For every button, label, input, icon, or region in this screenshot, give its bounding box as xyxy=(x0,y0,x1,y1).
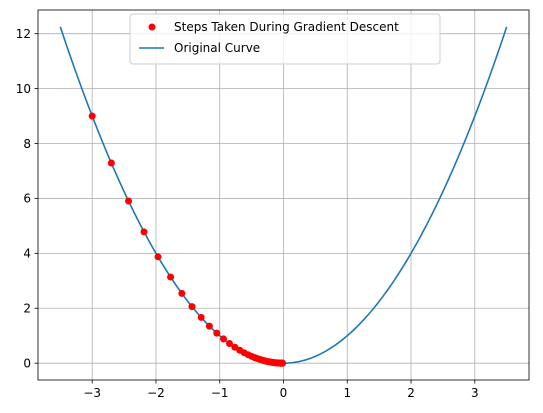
descent-step-point xyxy=(213,329,221,337)
y-tick-label: 0 xyxy=(23,356,31,370)
descent-step-point xyxy=(154,253,162,261)
descent-step-point xyxy=(140,228,148,236)
y-tick-label: 10 xyxy=(16,82,31,96)
legend-box xyxy=(129,13,441,65)
legend-label-line: Original Curve xyxy=(174,41,260,55)
x-axis-ticks: −3 −2 −1 0 1 2 3 xyxy=(83,380,479,400)
y-tick-label: 4 xyxy=(23,247,31,261)
y-tick-label: 12 xyxy=(16,27,31,41)
x-tick-label: −3 xyxy=(83,386,101,400)
legend-marker-scatter xyxy=(148,23,156,31)
x-tick-label: 3 xyxy=(471,386,479,400)
descent-step-point xyxy=(178,289,186,297)
x-tick-label: −2 xyxy=(147,386,165,400)
descent-step-point xyxy=(188,303,196,311)
descent-step-point xyxy=(205,322,213,330)
x-tick-label: 2 xyxy=(407,386,415,400)
descent-step-point xyxy=(197,313,205,321)
descent-step-point xyxy=(107,159,115,167)
y-tick-label: 6 xyxy=(23,192,31,206)
descent-step-point xyxy=(167,273,175,281)
descent-step-point xyxy=(220,335,227,343)
scatter-layer xyxy=(88,112,287,367)
legend-label-scatter: Steps Taken During Gradient Descent xyxy=(174,20,399,34)
descent-step-point xyxy=(125,197,133,205)
y-axis-ticks: 0 2 4 6 8 10 12 xyxy=(16,27,38,370)
x-tick-label: 1 xyxy=(343,386,351,400)
legend: Steps Taken During Gradient Descent Orig… xyxy=(129,13,441,65)
descent-step-point xyxy=(225,339,233,347)
x-tick-label: −1 xyxy=(211,386,229,400)
descent-step-point xyxy=(279,359,287,367)
y-tick-label: 2 xyxy=(23,302,31,316)
y-tick-label: 8 xyxy=(23,137,31,151)
descent-step-point xyxy=(88,112,96,120)
x-tick-label: 0 xyxy=(280,386,288,400)
